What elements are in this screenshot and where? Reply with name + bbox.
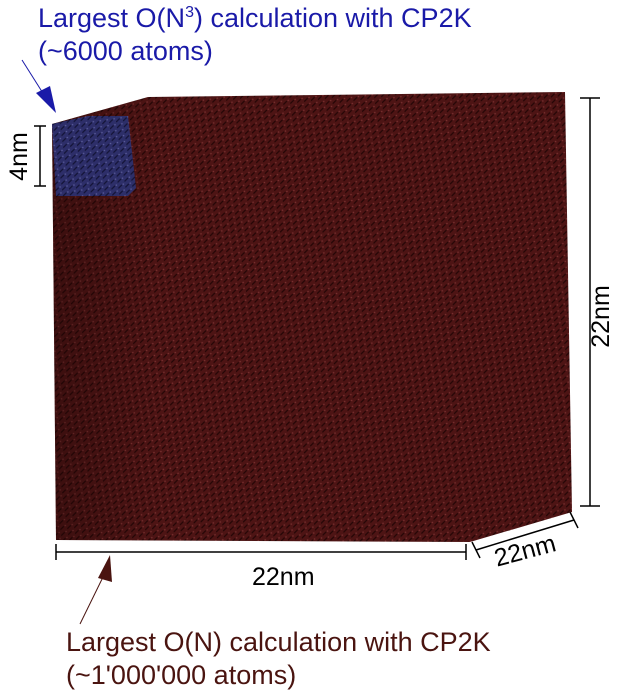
- bottom-dimension-line: [55, 544, 467, 560]
- bottom-annotation-line2: (~1'000'000 atoms): [66, 660, 297, 690]
- top-arrow: [21, 59, 56, 113]
- top-annotation-line1: Largest O(N3) calculation with CP2K: [38, 2, 472, 35]
- bottom-annotation: Largest O(N) calculation with CP2K (~1'0…: [66, 626, 491, 692]
- bottom-annotation-line1: Largest O(N) calculation with CP2K: [66, 627, 491, 657]
- top-annotation-suffix: ) calculation with CP2K: [193, 3, 472, 33]
- depth-dimension-line: [471, 511, 579, 559]
- top-annotation-line2: (~6000 atoms): [38, 36, 213, 66]
- bottom-arrow: [79, 555, 112, 625]
- right-dimension-label: 22nm: [586, 285, 615, 348]
- large-atom-cell-shading: [52, 92, 572, 542]
- top-annotation: Largest O(N3) calculation with CP2K (~60…: [38, 2, 472, 68]
- small-dimension-label: 4nm: [4, 132, 33, 181]
- small-atom-cell: [52, 116, 136, 196]
- top-annotation-superscript: 3: [185, 4, 194, 21]
- bottom-dimension-label: 22nm: [252, 563, 315, 591]
- right-dimension-line: [580, 97, 600, 507]
- top-annotation-prefix: Largest O(N: [38, 3, 186, 33]
- small-dimension-bracket: [34, 125, 46, 187]
